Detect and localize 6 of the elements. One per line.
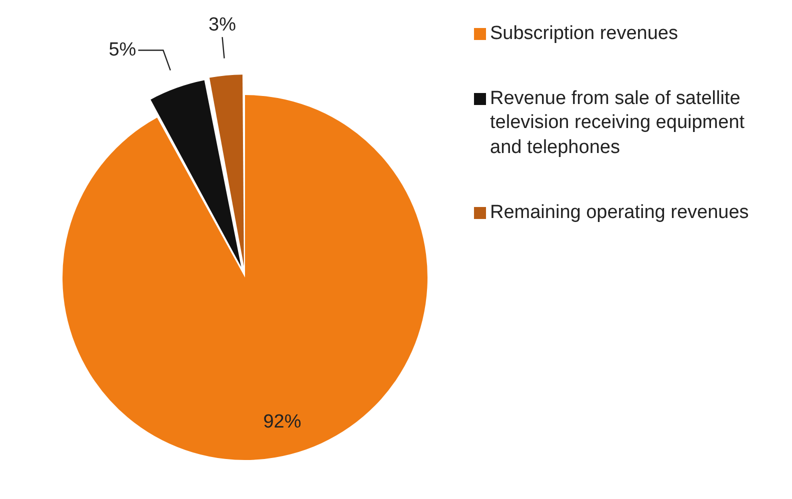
legend-label: Revenue from sale of satellite television receiving equipment and telephones	[490, 86, 746, 160]
legend-label: Subscription revenues	[490, 22, 678, 46]
data-label: 5%	[108, 40, 136, 61]
legend-label: Remaining operating revenues	[490, 200, 749, 225]
data-label: 3%	[208, 14, 236, 36]
data-label: 92%	[263, 412, 302, 433]
